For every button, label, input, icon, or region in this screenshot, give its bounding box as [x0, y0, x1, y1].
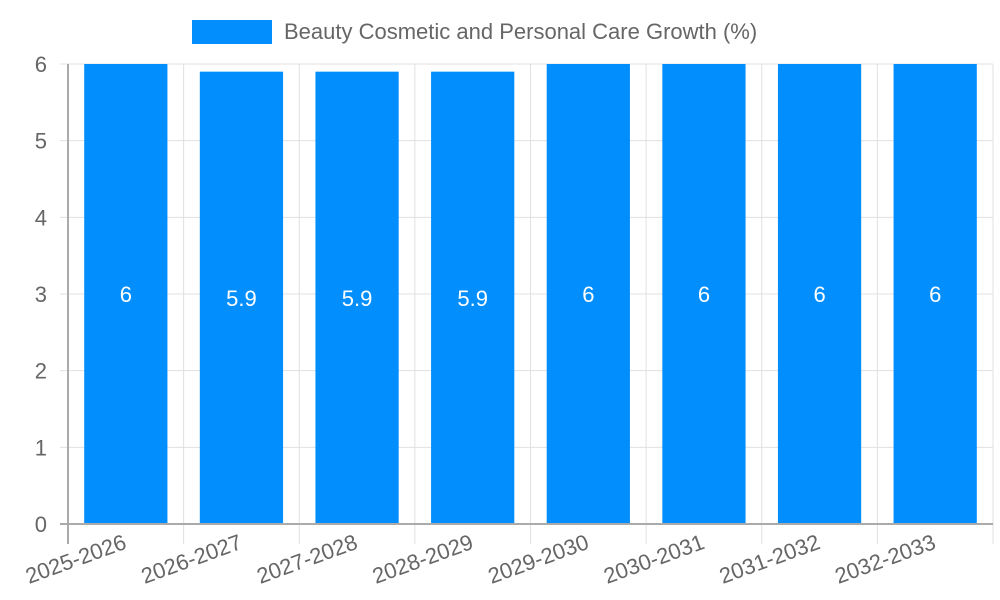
x-axis-labels: 2025-2026 2026-2027 2027-2028 2028-2029 2029… — [22, 529, 939, 588]
y-tick-label: 4 — [35, 205, 47, 230]
y-tick-label: 5 — [35, 129, 47, 154]
y-tick-label: 1 — [35, 435, 47, 460]
bar-value-labels: 6 5.9 5.9 5.9 6 6 6 6 — [120, 282, 942, 311]
y-tick-label: 6 — [35, 52, 47, 77]
bar[interactable] — [893, 64, 977, 524]
axes — [60, 64, 993, 544]
bar[interactable] — [84, 64, 168, 524]
bar-value-label: 6 — [813, 282, 825, 307]
bar-value-label: 5.9 — [457, 286, 488, 311]
x-tick-label: 2025-2026 — [22, 529, 129, 588]
bars — [84, 64, 977, 525]
y-axis-labels: 0 1 2 3 4 5 6 — [35, 52, 47, 537]
x-tick-label: 2031-2032 — [716, 529, 823, 588]
x-tick-label: 2028-2029 — [369, 529, 476, 588]
bar[interactable] — [199, 71, 284, 525]
bar[interactable] — [662, 64, 746, 524]
bar-value-label: 6 — [120, 282, 132, 307]
y-tick-label: 2 — [35, 359, 47, 384]
bar[interactable] — [777, 64, 862, 524]
bar-value-label: 5.9 — [226, 286, 257, 311]
y-tick-label: 0 — [35, 512, 47, 537]
legend-swatch — [192, 20, 272, 44]
bar[interactable] — [546, 64, 630, 524]
bar-value-label: 6 — [698, 282, 710, 307]
x-tick-label: 2032-2033 — [831, 529, 938, 588]
bar[interactable] — [315, 71, 399, 525]
bar[interactable] — [431, 71, 515, 525]
x-tick-label: 2027-2028 — [253, 529, 360, 588]
bar-value-label: 5.9 — [342, 286, 373, 311]
x-tick-label: 2030-2031 — [600, 529, 707, 588]
chart-legend[interactable]: Beauty Cosmetic and Personal Care Growth… — [192, 19, 758, 44]
x-tick-label: 2029-2030 — [485, 529, 592, 588]
x-tick-label: 2026-2027 — [138, 529, 245, 588]
bar-value-label: 6 — [582, 282, 594, 307]
legend-label: Beauty Cosmetic and Personal Care Growth… — [284, 19, 758, 44]
y-tick-label: 3 — [35, 282, 47, 307]
bar-value-label: 6 — [929, 282, 941, 307]
